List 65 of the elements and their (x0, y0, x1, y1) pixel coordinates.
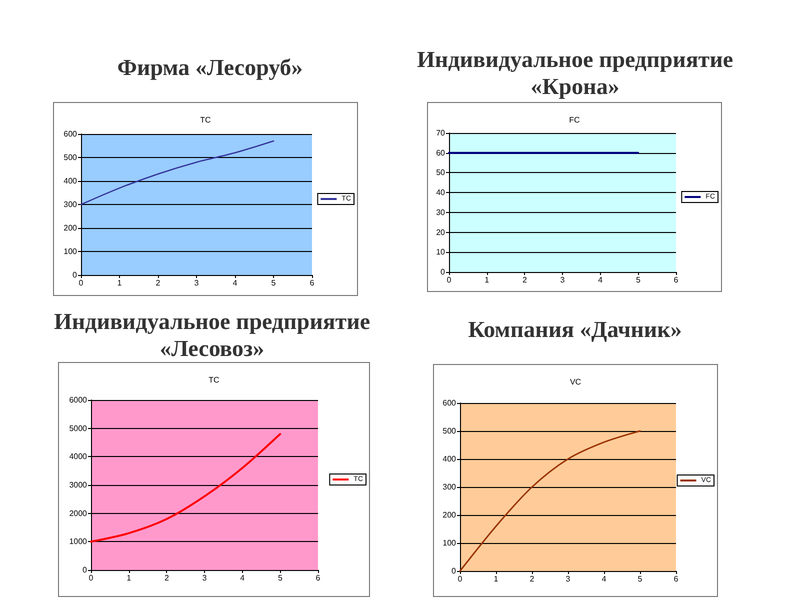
line-series (80, 140, 274, 206)
y-tick-label: 200 (64, 224, 78, 232)
y-tick-label: 0 (440, 268, 446, 276)
y-tick-label: 10 (436, 248, 446, 257)
y-tick-label: 5000 (69, 424, 88, 433)
chart-subtitle: VC (570, 378, 582, 386)
x-tick-label: 2 (156, 278, 161, 288)
x-tick-label: 4 (598, 276, 604, 284)
chart-title: Фирма «Лесоруб» (116, 54, 304, 81)
chart-title: Индивидуальное предприятие «Крона» (416, 46, 734, 100)
y-tick-label: 400 (442, 454, 457, 464)
x-tick-label: 2 (530, 574, 535, 584)
x-tick-label: 4 (602, 574, 607, 584)
y-tick-label: 500 (64, 153, 78, 162)
x-tick-label: 2 (522, 276, 528, 284)
x-tick-label: 5 (271, 278, 276, 288)
x-tick-label: 0 (458, 574, 463, 584)
x-tick-label: 6 (316, 574, 321, 582)
x-tick-label: 1 (494, 574, 499, 584)
y-tick-label: 2000 (69, 508, 88, 518)
x-tick-label: 6 (674, 276, 679, 284)
y-tick-label: 1000 (69, 537, 88, 546)
y-tick-label: 6000 (69, 396, 88, 404)
x-tick-label: 3 (194, 278, 200, 288)
y-tick-label: 70 (436, 128, 446, 138)
y-tick-label: 400 (64, 176, 78, 186)
y-tick-label: 3000 (69, 480, 88, 490)
y-tick-label: 300 (442, 482, 457, 492)
y-tick-label: 30 (436, 208, 446, 217)
y-tick-label: 40 (436, 188, 446, 198)
y-tick-label: 100 (64, 247, 78, 256)
x-tick-label: 5 (278, 574, 283, 582)
x-tick-label: 4 (240, 574, 246, 582)
chart-title: Индивидуальное предприятие «Лесовоз» (52, 308, 372, 362)
x-tick-label: 2 (164, 574, 170, 582)
y-tick-label: 0 (452, 566, 457, 576)
y-tick-label: 600 (442, 398, 457, 408)
x-tick-label: 1 (117, 278, 122, 288)
y-tick-label: 4000 (69, 452, 88, 462)
x-tick-label: 3 (560, 276, 566, 284)
y-tick-label: 60 (436, 148, 446, 158)
y-tick-label: 0 (82, 566, 88, 574)
chart-subtitle: TC (200, 116, 212, 124)
line-series (90, 433, 282, 543)
x-tick-label: 0 (88, 574, 94, 582)
x-tick-label: 6 (674, 574, 679, 584)
x-tick-label: 1 (484, 276, 490, 284)
chart-title: Компания «Дачник» (467, 316, 683, 343)
y-tick-label: 20 (436, 228, 446, 237)
y-tick-label: 600 (64, 130, 78, 138)
x-tick-label: 3 (566, 574, 571, 584)
y-tick-label: 100 (442, 538, 457, 548)
chart-subtitle: FC (569, 116, 580, 124)
y-tick-label: 300 (64, 200, 78, 209)
y-tick-label: 500 (442, 426, 457, 436)
x-tick-label: 3 (202, 574, 208, 582)
x-tick-label: 6 (310, 278, 315, 288)
line-series (459, 430, 641, 572)
x-tick-label: 5 (638, 574, 643, 584)
x-tick-label: 5 (636, 276, 641, 284)
chart-subtitle: TC (208, 376, 220, 384)
y-tick-label: 50 (436, 168, 446, 178)
x-tick-label: 4 (232, 278, 238, 288)
x-tick-label: 1 (126, 574, 132, 582)
y-tick-label: 200 (442, 510, 457, 520)
